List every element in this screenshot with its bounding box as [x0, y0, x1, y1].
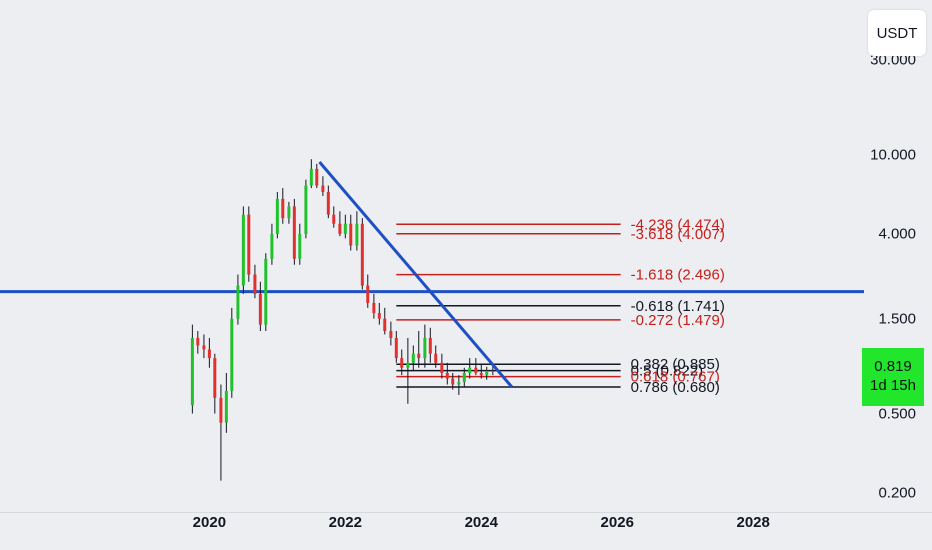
candle-body	[230, 318, 234, 391]
price-chart[interactable]: -4.236 (4.474)-3.618 (4.007) -1.618 (2.49…	[0, 0, 864, 512]
candle-body	[457, 382, 461, 385]
candle-body	[474, 367, 478, 373]
candle-body	[445, 372, 449, 379]
candle-body	[485, 370, 489, 376]
candle-body	[207, 349, 211, 359]
candle-body	[196, 337, 200, 346]
candle-body	[247, 214, 251, 275]
fib-level-label: -4.236 (4.474)	[631, 216, 725, 233]
candle-body	[304, 185, 308, 234]
candle-body	[349, 223, 353, 246]
candle-body	[326, 191, 330, 215]
fib-level-label: -0.618 (1.741)	[631, 298, 725, 315]
price-tick-label: 0.500	[878, 405, 916, 423]
fib-level-label: -3.618 (4.007)	[631, 226, 725, 243]
candle-body	[219, 397, 223, 423]
candle-body	[309, 168, 313, 186]
x-axis-separator	[0, 512, 932, 513]
candle-body	[400, 358, 404, 368]
candle-body	[236, 285, 240, 319]
candle-body	[315, 168, 319, 186]
time-tick-label: 2026	[600, 514, 634, 531]
candle-body	[360, 223, 364, 286]
time-tick-label: 2024	[464, 514, 498, 531]
candle-body	[338, 223, 342, 234]
fib-level-label: 0.382 (0.885)	[631, 356, 720, 373]
candle-body	[275, 198, 279, 234]
price-tick-label: 0.200	[878, 484, 916, 502]
candle-body	[241, 214, 245, 286]
candle-body	[372, 302, 376, 314]
candle-body	[434, 353, 438, 363]
fib-level-label: -1.618 (2.496)	[631, 267, 725, 284]
time-axis[interactable]: 2020 2022 2024 2026 2028	[0, 512, 864, 550]
candle-body	[202, 345, 206, 350]
candle-body	[479, 372, 483, 376]
candle-body	[332, 214, 336, 224]
candle-body	[423, 337, 427, 359]
candle-body	[213, 358, 217, 398]
candle-body	[411, 353, 415, 363]
downtrend-line	[318, 161, 514, 388]
candle-body	[343, 223, 347, 234]
candle-body	[383, 318, 387, 332]
bar-countdown: 1d 15h	[870, 377, 916, 394]
candle-body	[355, 223, 359, 246]
candle-body	[253, 274, 257, 294]
price-tick-label: 1.500	[878, 310, 916, 328]
candle-body	[440, 362, 444, 373]
candle-body	[491, 370, 495, 372]
time-tick-label: 2022	[328, 514, 362, 531]
candle-body	[468, 367, 472, 373]
candle-body	[366, 285, 370, 303]
candle-body	[462, 372, 466, 383]
candle-body	[281, 198, 285, 219]
price-tick-label: 4.000	[878, 225, 916, 243]
time-tick-label: 2028	[736, 514, 770, 531]
candle-body	[377, 313, 381, 319]
candle-body	[264, 258, 268, 325]
current-price-value: 0.819	[874, 358, 912, 375]
candle-body	[417, 353, 421, 359]
candle-body	[428, 337, 432, 354]
candle-body	[258, 293, 262, 325]
candle-body	[321, 185, 325, 192]
candle-body	[292, 206, 296, 259]
candle-body	[190, 337, 194, 406]
price-tick-label: 10.000	[870, 146, 916, 164]
time-tick-label: 2020	[192, 514, 227, 531]
fib-level-label: 0.618 (0.767)	[631, 369, 720, 386]
candle-body	[298, 233, 302, 259]
price-axis[interactable]: 30.000 10.000 4.000 1.500 0.500 0.200	[864, 0, 932, 512]
candle-body	[287, 206, 291, 219]
currency-unit-button[interactable]: USDT	[868, 10, 926, 56]
candle-body	[406, 362, 410, 368]
candle-body	[224, 390, 228, 423]
fib-level-label: 0.786 (0.680)	[631, 379, 720, 396]
fib-level-label: -0.272 (1.479)	[631, 312, 725, 329]
fib-level-label: 0.5 (0.822)	[631, 363, 704, 380]
candle-body	[451, 378, 455, 385]
current-price-tag: 0.819 1d 15h	[862, 348, 924, 406]
candle-body	[270, 233, 274, 259]
candle-body	[394, 337, 398, 359]
candle-body	[389, 331, 393, 338]
